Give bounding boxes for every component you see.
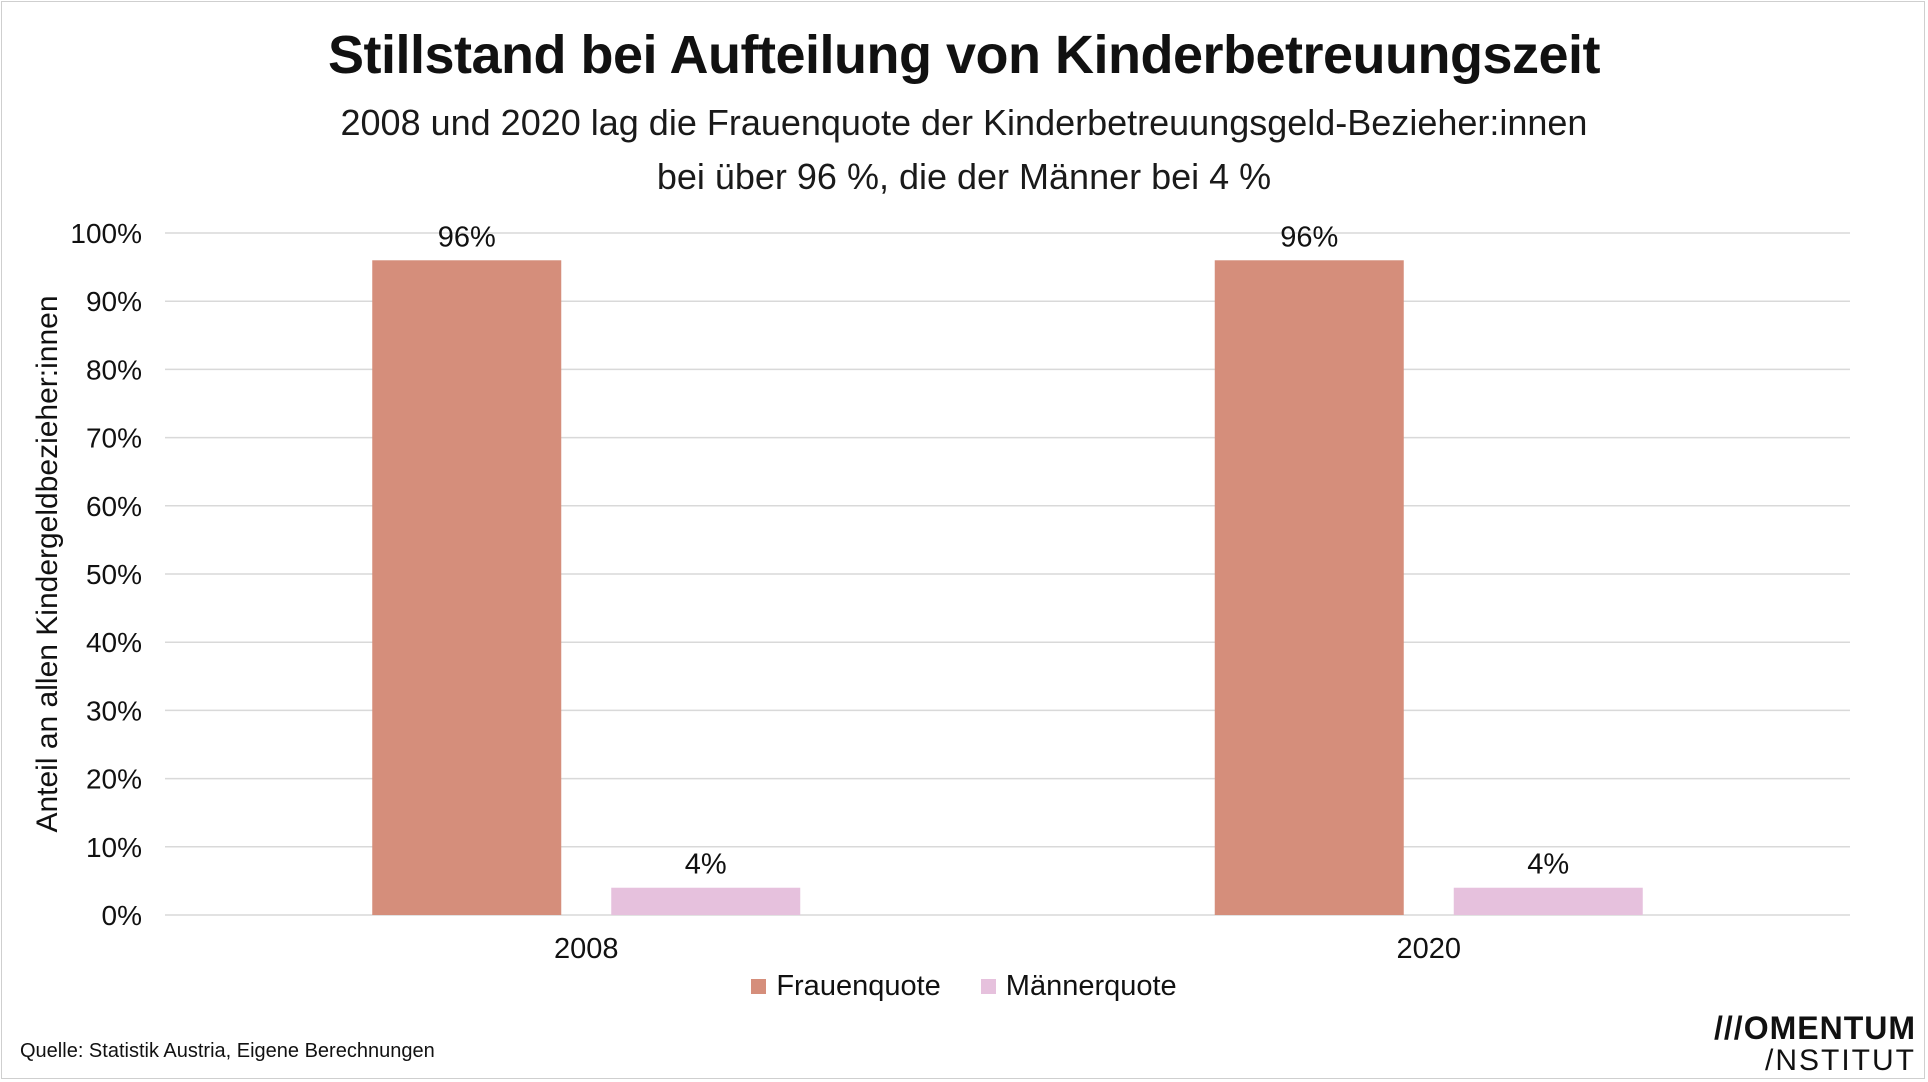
data-label-männerquote-2020: 4%	[1527, 849, 1569, 881]
y-tick-label-80: 80%	[86, 354, 142, 385]
legend-label-frauenquote: Frauenquote	[776, 970, 941, 1002]
data-label-frauenquote-2008: 96%	[438, 221, 496, 253]
legend-swatch-frauenquote	[751, 979, 767, 994]
bar-männerquote-2020	[1453, 887, 1643, 915]
logo-line1: ///OMENTUM	[1714, 1010, 1916, 1046]
y-tick-label-0: 0%	[102, 900, 142, 931]
y-tick-label-30: 30%	[86, 695, 142, 726]
y-tick-label-20: 20%	[86, 764, 142, 795]
chart-subtitle-line1: 2008 und 2020 lag die Frauenquote der Ki…	[340, 102, 1588, 143]
y-tick-label-50: 50%	[86, 559, 142, 590]
x-tick-label-2008: 2008	[554, 933, 619, 965]
x-tick-label-2020: 2020	[1396, 933, 1461, 965]
y-tick-label-70: 70%	[86, 423, 142, 454]
legend: Frauenquote Männerquote	[0, 970, 1928, 1003]
legend-item-maennerquote: Männerquote	[980, 970, 1177, 1003]
y-tick-label-10: 10%	[86, 832, 142, 863]
legend-swatch-maennerquote	[980, 979, 996, 994]
momentum-institut-logo: ///OMENTUM /NSTITUT	[1714, 1012, 1916, 1076]
y-tick-label-40: 40%	[86, 627, 142, 658]
y-tick-label-100: 100%	[70, 218, 142, 249]
chart-title: Stillstand bei Aufteilung von Kinderbetr…	[327, 25, 1601, 85]
bar-frauenquote-2008	[372, 260, 562, 915]
chart-subtitle-line2: bei über 96 %, die der Männer bei 4 %	[656, 156, 1272, 197]
source-note: Quelle: Statistik Austria, Eigene Berech…	[20, 1040, 435, 1062]
data-label-männerquote-2008: 4%	[685, 849, 727, 881]
logo-line2: /NSTITUT	[1765, 1044, 1916, 1077]
legend-item-frauenquote: Frauenquote	[751, 970, 941, 1003]
data-label-frauenquote-2020: 96%	[1280, 221, 1338, 253]
bar-frauenquote-2020	[1214, 260, 1404, 915]
bar-männerquote-2008	[611, 887, 801, 915]
y-tick-label-60: 60%	[86, 491, 142, 522]
legend-label-maennerquote: Männerquote	[1005, 970, 1177, 1002]
y-axis-label: Anteil an allen Kindergeldbezieher:innen	[31, 295, 64, 832]
y-tick-label-90: 90%	[86, 286, 142, 317]
